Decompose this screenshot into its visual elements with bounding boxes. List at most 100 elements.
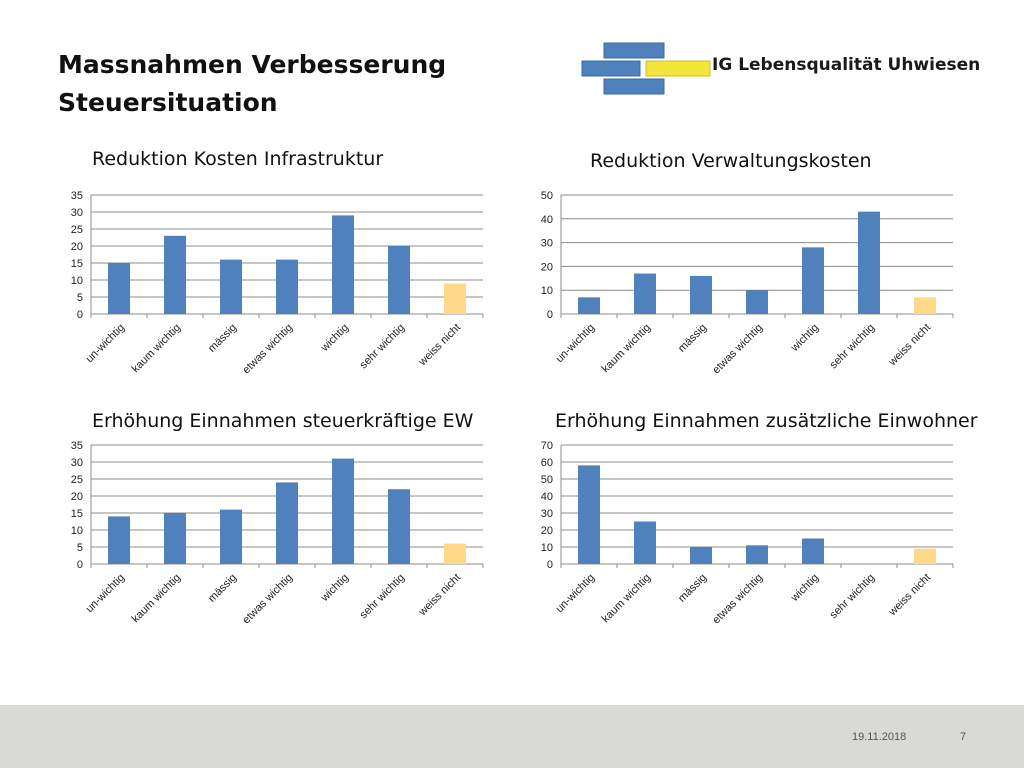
y-tick-label: 10 — [541, 285, 553, 297]
y-tick-label: 70 — [541, 440, 553, 452]
chart-4: 0 10 20 30 40 50 60 70 un-wichtig kaum wichtig mäs… — [541, 440, 954, 627]
y-tick-label: 0 — [547, 309, 553, 321]
logo-brick-middle-left — [581, 60, 641, 77]
x-category-label: mässig — [206, 322, 239, 355]
y-tick-label: 0 — [547, 559, 553, 571]
bar-6 — [914, 548, 936, 564]
bar-0 — [108, 263, 130, 314]
y-tick-label: 10 — [71, 525, 83, 537]
bar-5 — [388, 246, 410, 314]
y-tick-label: 30 — [71, 207, 83, 219]
x-category-label: un-wichtig — [554, 572, 598, 616]
y-tick-label: 25 — [71, 224, 83, 236]
x-category-label: un-wichtig — [84, 572, 128, 616]
y-tick-label: 20 — [71, 241, 83, 253]
bar-4 — [802, 247, 824, 314]
x-category-label: weiss nicht — [886, 572, 933, 619]
x-category-label: kaum wichtig — [600, 572, 653, 625]
x-category-label: sehr wichtig — [358, 572, 408, 622]
x-category-label: sehr wichtig — [358, 322, 408, 372]
x-category-label: weiss nicht — [416, 572, 463, 619]
x-category-label: kaum wichtig — [130, 572, 183, 625]
x-category-label: un-wichtig — [84, 322, 128, 366]
y-tick-label: 20 — [541, 525, 553, 537]
chart-1: 0 5 10 15 20 25 30 35 un-wichtig kaum wichtig mäss… — [71, 190, 484, 377]
chart-2: 0 10 20 30 40 50 un-wichtig kaum wichtig mässig e… — [541, 190, 954, 377]
y-tick-label: 10 — [71, 275, 83, 287]
y-tick-label: 25 — [71, 474, 83, 486]
bar-1 — [634, 273, 656, 314]
y-tick-label: 35 — [71, 440, 83, 452]
bar-6 — [914, 297, 936, 314]
chart-2-title: Reduktion Verwaltungskosten — [590, 150, 872, 172]
bar-4 — [332, 215, 354, 314]
bar-5 — [858, 211, 880, 314]
y-tick-label: 50 — [541, 474, 553, 486]
x-category-label: etwas wichtig — [710, 322, 765, 377]
x-category-label: wichtig — [318, 322, 351, 355]
x-category-label: mässig — [206, 572, 239, 605]
y-tick-label: 60 — [541, 457, 553, 469]
bar-5 — [388, 489, 410, 564]
bar-3 — [276, 482, 298, 564]
x-category-label: mässig — [676, 572, 709, 605]
y-tick-label: 30 — [541, 238, 553, 250]
x-category-label: un-wichtig — [554, 322, 598, 366]
bar-4 — [332, 458, 354, 564]
chart-1-title: Reduktion Kosten Infrastruktur — [92, 148, 384, 170]
x-category-label: weiss nicht — [886, 322, 933, 369]
logo-brick-bottom — [603, 78, 665, 95]
chart-3-title: Erhöhung Einnahmen steuerkräftige EW — [92, 410, 474, 432]
logo-text: IG Lebensqualität Uhwiesen — [712, 55, 981, 75]
chart-3: 0 5 10 15 20 25 30 35 un-wichtig kaum wichtig mäss… — [71, 440, 484, 627]
logo-brick-middle-accent — [645, 60, 711, 77]
bar-0 — [578, 465, 600, 564]
y-tick-label: 10 — [541, 542, 553, 554]
x-category-label: kaum wichtig — [600, 322, 653, 375]
logo-bricks — [581, 42, 711, 95]
y-tick-label: 15 — [71, 508, 83, 520]
bar-3 — [746, 290, 768, 314]
bar-4 — [802, 538, 824, 564]
bar-1 — [164, 235, 186, 314]
x-category-label: wichtig — [788, 322, 821, 355]
x-category-label: wichtig — [318, 572, 351, 605]
x-category-label: etwas wichtig — [240, 572, 295, 627]
footer-date: 19.11.2018 — [852, 731, 907, 743]
bar-6 — [444, 543, 466, 564]
bar-2 — [690, 547, 712, 564]
x-category-label: etwas wichtig — [710, 572, 765, 627]
x-category-label: sehr wichtig — [828, 572, 878, 622]
y-tick-label: 5 — [77, 292, 83, 304]
footer-bar — [0, 705, 1024, 768]
y-tick-label: 30 — [71, 457, 83, 469]
bar-2 — [220, 509, 242, 564]
page-title-line2: Steuersituation — [58, 88, 278, 117]
chart-4-title: Erhöhung Einnahmen zusätzliche Einwohner — [555, 410, 978, 432]
x-category-label: etwas wichtig — [240, 322, 295, 377]
bar-6 — [444, 283, 466, 314]
y-tick-label: 35 — [71, 190, 83, 202]
bar-2 — [690, 275, 712, 314]
bar-1 — [164, 513, 186, 564]
page-title: Massnahmen Verbesserung Steuersituation — [58, 46, 446, 122]
bar-1 — [634, 521, 656, 564]
gridlines — [561, 444, 953, 565]
page-title-line1: Massnahmen Verbesserung — [58, 50, 447, 79]
x-category-label: wichtig — [788, 572, 821, 605]
y-tick-label: 0 — [77, 559, 83, 571]
y-tick-label: 0 — [77, 309, 83, 321]
x-category-label: kaum wichtig — [130, 322, 183, 375]
bar-3 — [746, 545, 768, 564]
x-category-label: weiss nicht — [416, 322, 463, 369]
y-tick-label: 20 — [71, 491, 83, 503]
y-tick-label: 40 — [541, 214, 553, 226]
bar-0 — [108, 516, 130, 564]
bar-0 — [578, 297, 600, 314]
bar-3 — [276, 259, 298, 314]
y-tick-label: 30 — [541, 508, 553, 520]
y-tick-label: 5 — [77, 542, 83, 554]
y-tick-label: 15 — [71, 258, 83, 270]
logo-brick-top — [603, 42, 665, 59]
x-category-label: sehr wichtig — [828, 322, 878, 372]
